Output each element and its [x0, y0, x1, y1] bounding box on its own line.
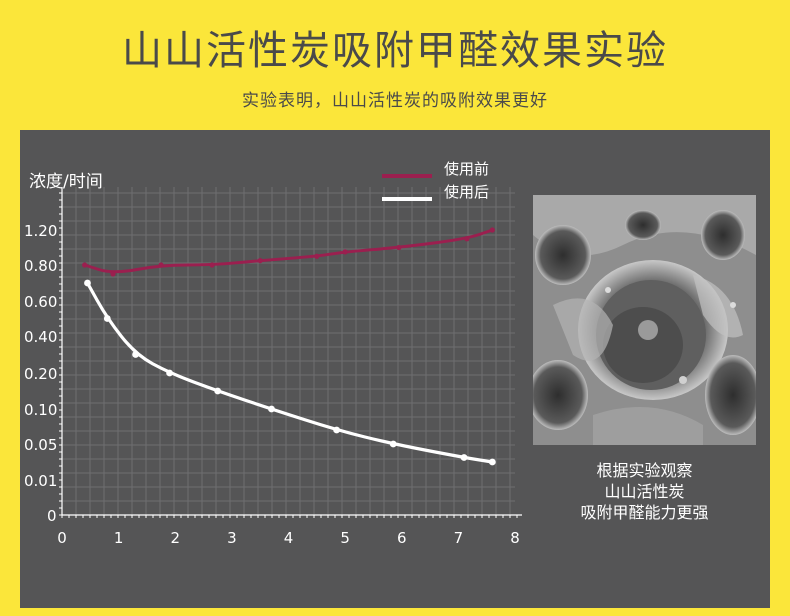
series-after-point — [460, 454, 468, 461]
series-after-line — [86, 282, 493, 464]
y-tick-label: 1.20 — [24, 222, 57, 240]
series-before-point — [257, 258, 263, 264]
chart: 0 0.01 0.05 0.10 0.20 0.40 0.60 0.80 1.20 0 1 2 3 4 5… — [24, 160, 522, 547]
caption-line: 根据实验观察 — [596, 461, 693, 480]
x-tick-label: 4 — [284, 529, 294, 547]
chart-axes — [59, 187, 522, 518]
series-before-point — [82, 262, 88, 268]
series-before-point — [464, 236, 470, 242]
series-after-point — [166, 369, 173, 377]
series-before-point — [158, 262, 164, 268]
series-before-point — [342, 249, 348, 255]
y-tick-label: 0.05 — [24, 436, 57, 454]
legend-label: 使用后 — [444, 183, 489, 201]
x-tick-label: 1 — [114, 529, 124, 547]
series-before-point — [209, 262, 215, 268]
x-tick-labels: 0 1 2 3 4 5 6 7 8 — [57, 529, 520, 547]
series-before-line — [84, 228, 493, 274]
series-before-point — [396, 244, 402, 251]
y-tick-label: 0.80 — [24, 257, 57, 275]
x-tick-label: 8 — [510, 529, 520, 547]
legend-label: 使用前 — [444, 160, 489, 178]
y-tick-label: 0.40 — [24, 328, 57, 346]
series-after-point — [214, 387, 222, 395]
y-tick-label: 0 — [47, 507, 57, 525]
x-tick-label: 5 — [340, 529, 350, 547]
series-before-point — [314, 253, 320, 259]
page-title: 山山活性炭吸附甲醛效果实验 — [122, 28, 668, 74]
chart-grid — [61, 187, 515, 516]
y-tick-label: 0.20 — [24, 365, 57, 383]
y-tick-label: 0.10 — [24, 401, 57, 419]
x-tick-label: 0 — [57, 529, 67, 547]
series-before-point — [110, 271, 116, 277]
page-subtitle: 实验表明，山山活性炭的吸附效果更好 — [242, 91, 548, 111]
x-tick-label: 2 — [170, 529, 180, 547]
series-after-point — [333, 426, 341, 434]
series-after-point — [389, 440, 397, 448]
x-tick-label: 6 — [397, 529, 407, 547]
y-tick-label: 0.01 — [24, 472, 57, 490]
activated-carbon-micrograph — [533, 195, 756, 445]
x-tick-label: 3 — [227, 529, 237, 547]
series-after-point — [84, 279, 91, 287]
photo-caption: 根据实验观察 山山活性炭 吸附甲醛能力更强 — [533, 460, 756, 523]
series-after-point — [103, 315, 111, 322]
series-after-point — [268, 405, 275, 413]
series-before-point — [489, 227, 495, 233]
y-axis-label: 浓度/时间 — [29, 172, 103, 192]
caption-line: 山山活性炭 — [604, 482, 685, 501]
series-after-point — [132, 351, 140, 358]
caption-line: 吸附甲醛能力更强 — [580, 503, 709, 522]
chart-series — [82, 227, 496, 466]
y-tick-labels: 0 0.01 0.05 0.10 0.20 0.40 0.60 0.80 1.20 — [24, 222, 57, 525]
series-after-point — [488, 458, 496, 466]
x-tick-label: 7 — [454, 529, 464, 547]
y-tick-label: 0.60 — [24, 293, 57, 311]
